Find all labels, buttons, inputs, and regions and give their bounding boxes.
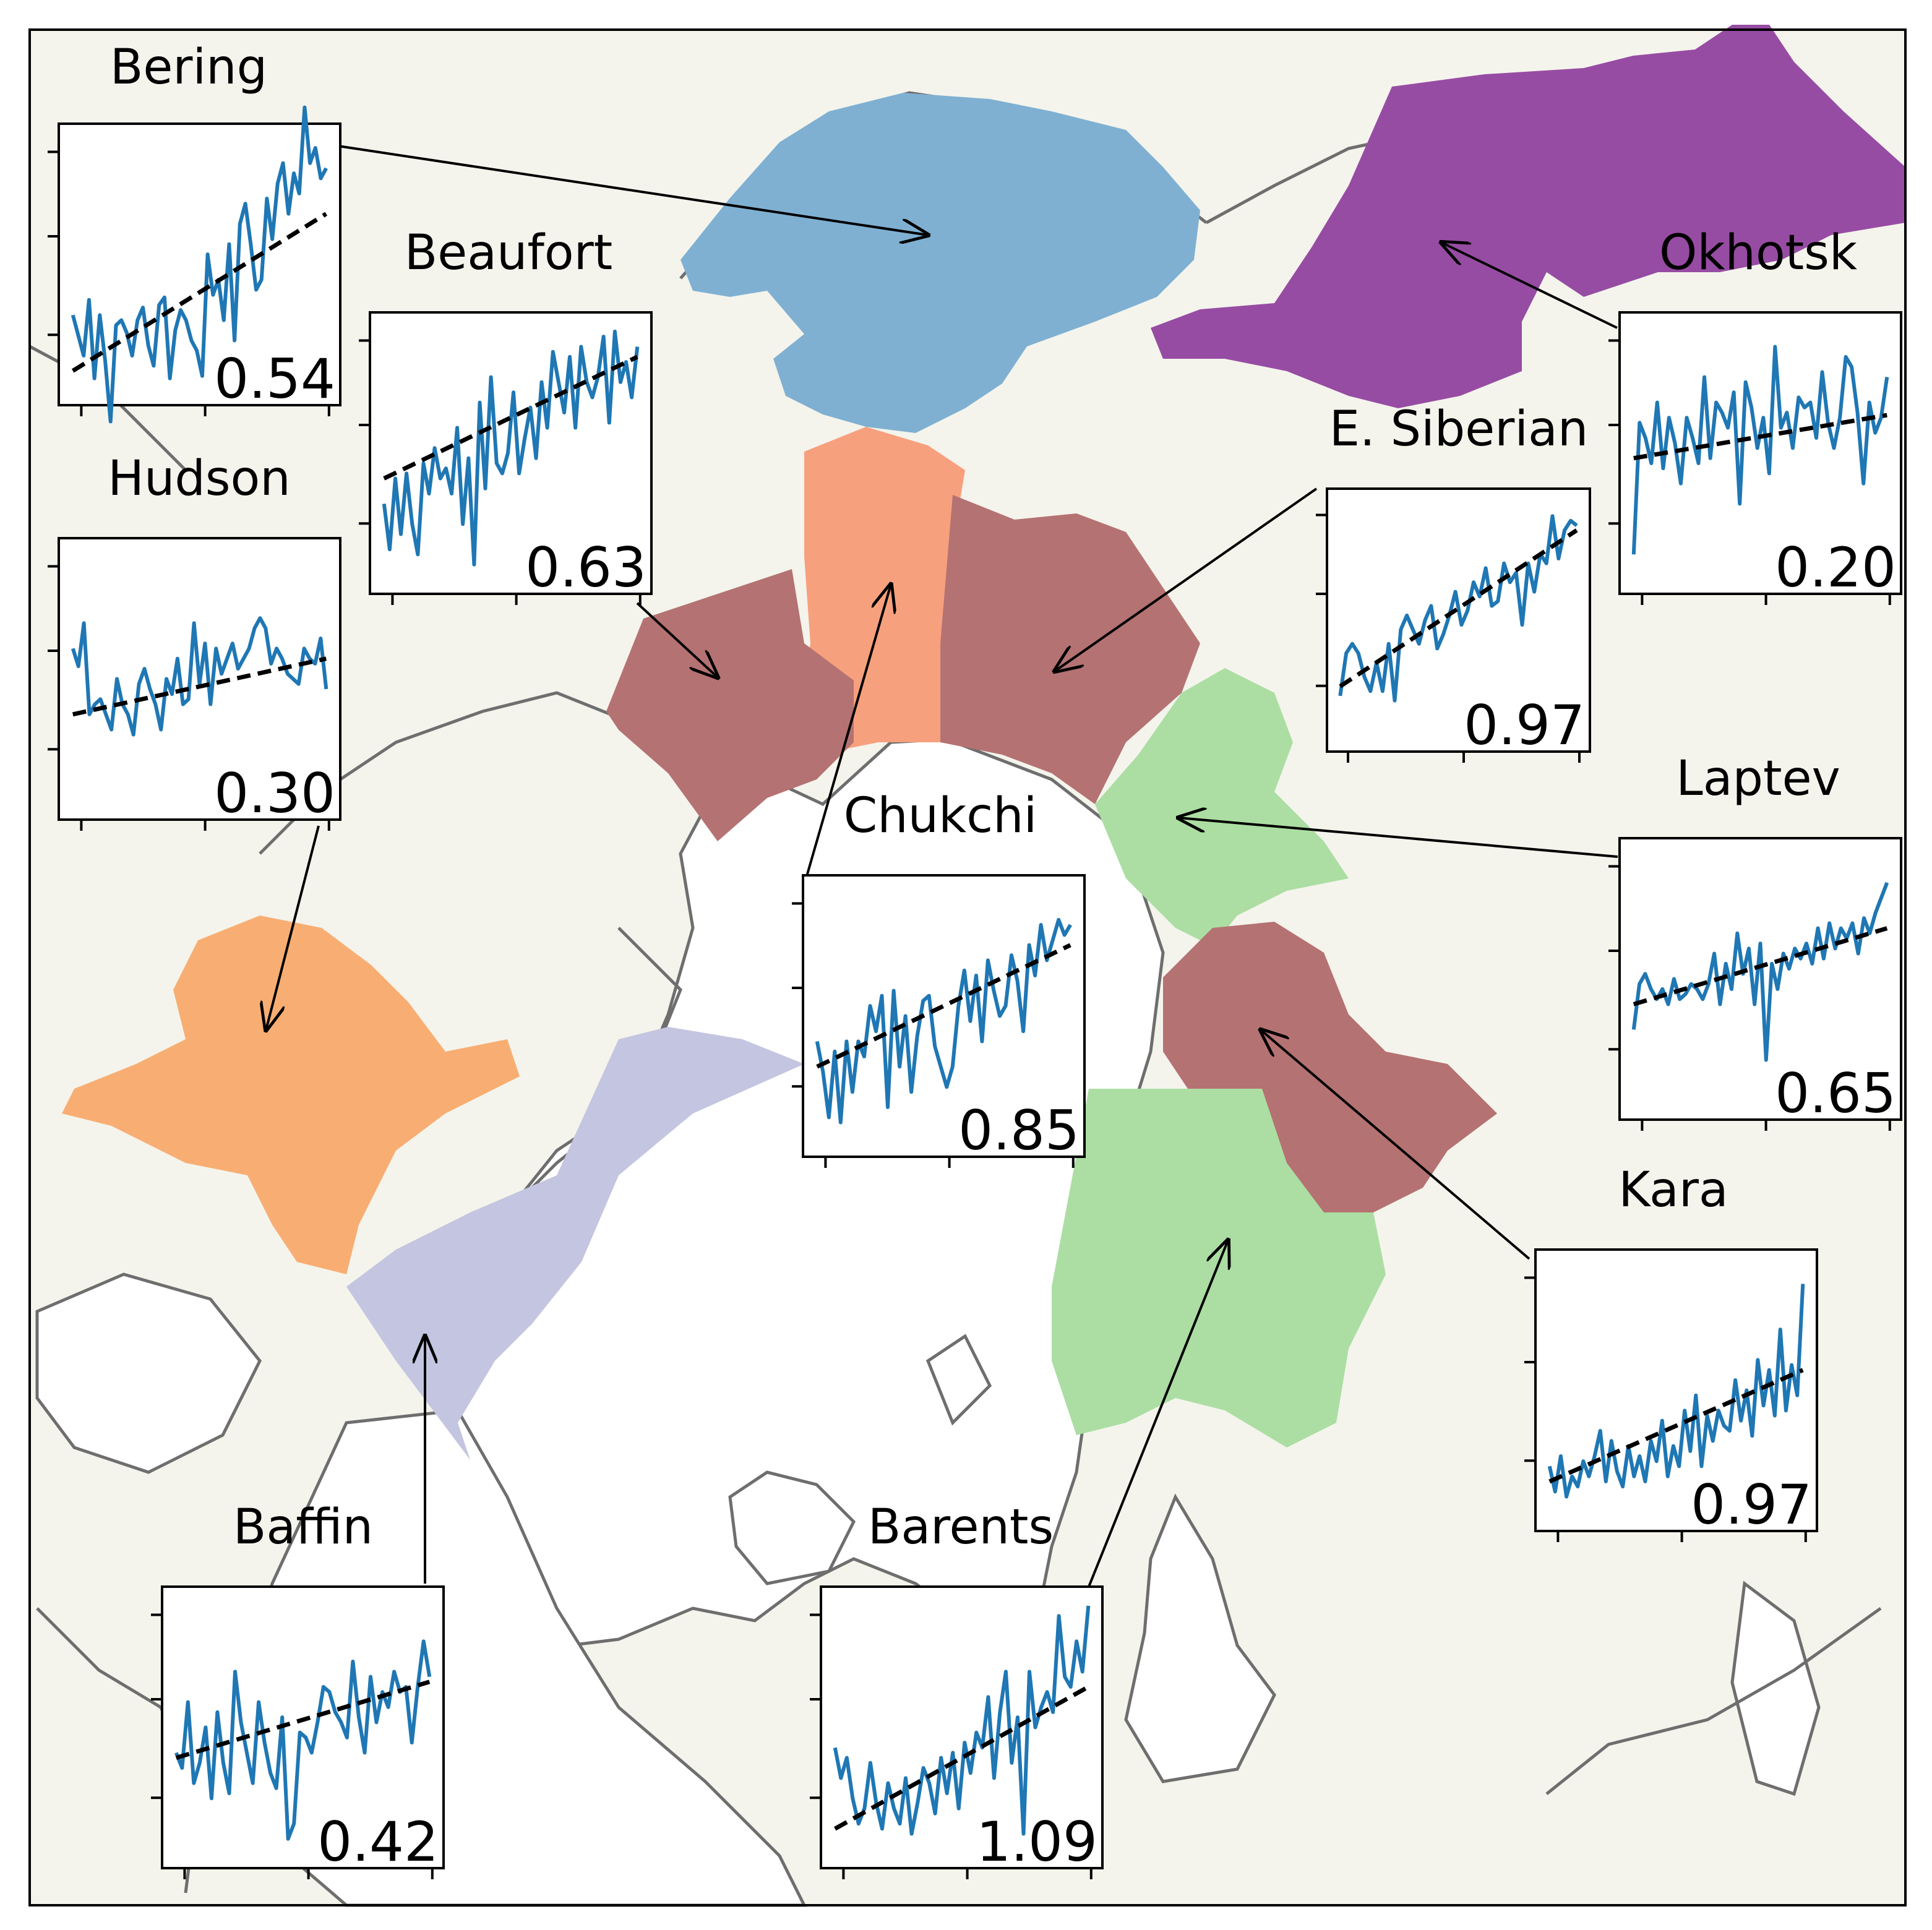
trend-value-label: 0.97 — [1691, 1473, 1812, 1537]
series-line — [1338, 514, 1578, 703]
region-shading — [62, 25, 1905, 1460]
insets-layer: Bering 0.54 Beaufort 0.63 Hudson 0.30 Chukchi 0… — [48, 40, 1902, 1879]
trend-line — [1633, 413, 1887, 461]
arrow-e-siberian — [1055, 487, 1318, 671]
inset-barents: Barents 1.09 — [810, 1499, 1104, 1879]
region-baffin — [346, 1027, 804, 1460]
trend-value-label: 0.30 — [214, 761, 335, 825]
arrow-bering — [333, 144, 928, 235]
inset-frame — [1326, 487, 1591, 753]
trend-value-label: 0.54 — [214, 347, 335, 411]
trend-value-label: 1.09 — [976, 1810, 1097, 1874]
trend-line — [1548, 1368, 1804, 1484]
inset-title: Kara — [1618, 1162, 1728, 1218]
series-line — [1547, 1284, 1805, 1499]
inset-title: Bering — [110, 40, 267, 95]
series-line — [815, 917, 1072, 1125]
inset-title: Barents — [868, 1499, 1054, 1555]
inset-baffin: Baffin 0.42 — [151, 1499, 445, 1879]
inset-frame — [820, 1585, 1104, 1869]
inset-beaufort: Beaufort 0.63 — [359, 225, 653, 605]
arrow-barents — [1088, 1240, 1228, 1587]
trend-line — [175, 1679, 431, 1760]
region-beaufort — [606, 569, 854, 841]
region-hudson — [62, 916, 520, 1274]
baltic-sea — [1124, 1493, 1276, 1783]
map-frame — [28, 28, 1907, 1906]
series-line — [71, 616, 328, 737]
trend-value-label: 0.65 — [1775, 1062, 1896, 1125]
inset-laptev: Laptev 0.65 — [1608, 751, 1902, 1131]
series-line — [1631, 881, 1889, 1062]
inset-title: Baffin — [233, 1499, 373, 1555]
trend-value-label: 0.63 — [525, 536, 646, 599]
caspian-sea — [1730, 1580, 1821, 1796]
region-bering — [680, 93, 1200, 433]
trend-value-label: 0.97 — [1464, 693, 1585, 757]
inset-hudson: Hudson 0.30 — [48, 451, 341, 831]
inset-title: Okhotsk — [1659, 225, 1857, 281]
arrow-kara — [1261, 1030, 1531, 1260]
trend-line — [383, 354, 638, 481]
trend-value-label: 0.85 — [958, 1099, 1080, 1162]
arrows-layer — [266, 144, 1618, 1587]
arrow-chukchi — [805, 585, 891, 879]
arrow-okhotsk — [1441, 242, 1618, 329]
arrow-hudson — [266, 825, 320, 1030]
trend-value-label: 0.42 — [317, 1810, 439, 1874]
region-laptev — [1095, 668, 1349, 946]
inset-title: E. Siberian — [1329, 401, 1589, 457]
trend-line — [834, 1684, 1089, 1831]
inset-bering: Bering 0.54 — [48, 40, 341, 424]
series-line — [174, 1639, 432, 1841]
inset-title: Hudson — [108, 451, 290, 507]
trend-line — [72, 656, 327, 717]
inset-frame — [161, 1585, 445, 1869]
inset-title: Laptev — [1676, 751, 1840, 807]
arrow-beaufort — [636, 602, 718, 677]
inset-kara: Kara 0.97 — [1524, 1162, 1818, 1542]
inset-okhotsk: Okhotsk 0.20 — [1608, 225, 1902, 605]
region-okhotsk — [1151, 25, 1905, 408]
trend-line — [816, 943, 1071, 1069]
inset-title: Chukchi — [844, 788, 1037, 844]
trend-line — [71, 212, 328, 373]
inset-frame — [802, 874, 1086, 1158]
inset-e-siberian: E. Siberian 0.97 — [1316, 401, 1591, 763]
inset-title: Beaufort — [405, 225, 613, 281]
series-line — [71, 105, 328, 424]
trend-value-label: 0.20 — [1775, 536, 1896, 599]
arrow-laptev — [1179, 818, 1618, 858]
trend-line — [1633, 926, 1888, 1006]
trend-line — [1339, 528, 1578, 688]
region-kara — [1163, 922, 1497, 1212]
labrador-sea — [35, 1272, 262, 1474]
series-line — [382, 329, 640, 567]
series-line — [833, 1605, 1091, 1836]
inset-chukchi: Chukchi 0.85 — [792, 788, 1086, 1168]
